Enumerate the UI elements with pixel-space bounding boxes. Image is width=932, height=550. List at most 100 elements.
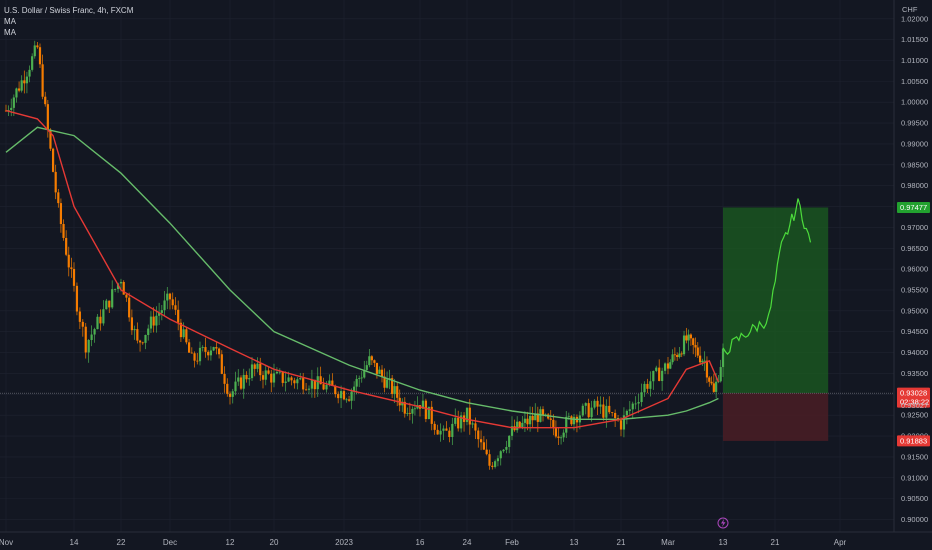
candle-body	[411, 408, 414, 414]
candle-body	[119, 281, 123, 284]
legend: U.S. Dollar / Swiss Franc, 4h, FXCM MA M…	[4, 5, 133, 38]
candle-body	[536, 413, 539, 422]
lightning-marker-circle[interactable]	[717, 517, 729, 529]
price-tick-label: 1.00500	[901, 77, 928, 86]
currency-label: CHF	[902, 5, 918, 14]
candle-body	[319, 376, 322, 385]
candle-body	[380, 369, 384, 377]
candle-body	[114, 289, 117, 290]
candle-body	[272, 373, 276, 383]
price-tick-label: 0.94000	[901, 348, 928, 357]
time-axis[interactable]: Nov 14 22 Dec 12 20 2023 16 24 Feb 13 21 Mar 13 21 Apr	[0, 538, 847, 547]
price-tick-label: 1.00000	[901, 98, 928, 107]
candle-body	[44, 96, 47, 105]
candle-body	[508, 435, 511, 447]
candle-body	[599, 404, 602, 407]
candle-body	[28, 69, 31, 77]
candle-body	[391, 378, 394, 394]
price-tick-label: 0.98000	[901, 181, 928, 190]
candle-body	[433, 423, 436, 430]
candle-body	[250, 364, 254, 379]
candle-body	[96, 316, 99, 330]
stop-zone[interactable]	[723, 393, 829, 441]
candle-body	[676, 354, 679, 358]
price-tick-label: 0.90000	[901, 515, 928, 524]
candle-body	[128, 297, 131, 318]
candle-body	[708, 377, 711, 382]
candle-body	[692, 338, 695, 345]
candle-body	[605, 405, 608, 418]
ma-indicator-1[interactable]: MA	[4, 17, 16, 26]
candle-body	[358, 378, 361, 380]
candle-body	[685, 335, 688, 341]
candle-body	[12, 97, 15, 108]
candle-body	[49, 129, 52, 149]
time-tick-label: 13	[719, 538, 728, 547]
lightning-marker[interactable]	[717, 517, 729, 529]
candle-body	[31, 56, 34, 70]
candle-body	[196, 360, 199, 362]
candle-body	[442, 428, 445, 431]
candle-body	[534, 413, 537, 421]
candle-body	[474, 423, 477, 431]
candle-body	[531, 415, 534, 421]
price-tick-label: 1.01500	[901, 35, 928, 44]
candle-body	[171, 299, 174, 306]
candle-body	[7, 109, 10, 111]
stop-price-tag: 0.91883	[900, 436, 927, 445]
candle-body	[168, 293, 172, 300]
candle-body	[334, 385, 337, 395]
candle-body	[223, 373, 226, 384]
candle-body	[152, 316, 155, 326]
candle-body	[696, 347, 699, 356]
candle-body	[593, 400, 596, 408]
candle-body	[634, 403, 637, 405]
candle-body	[430, 406, 433, 424]
time-tick-label: 21	[771, 538, 780, 547]
candle-body	[17, 88, 21, 91]
candle-body	[703, 360, 706, 362]
candle-body	[111, 289, 114, 308]
ma-indicator-2[interactable]: MA	[4, 28, 16, 37]
target-zone[interactable]	[723, 207, 829, 394]
candle-body	[99, 316, 102, 324]
candles	[4, 40, 725, 470]
candle-body	[385, 379, 389, 388]
time-tick-label: Feb	[505, 538, 519, 547]
price-tick-label: 0.90500	[901, 494, 928, 503]
candle-body	[355, 378, 358, 387]
price-tick-label: 0.99000	[901, 139, 928, 148]
candle-body	[133, 329, 136, 331]
price-tick-label: 1.01000	[901, 56, 928, 65]
symbol-title[interactable]: U.S. Dollar / Swiss Franc, 4h, FXCM	[4, 6, 134, 15]
candle-body	[207, 351, 210, 356]
candle-body	[307, 388, 311, 390]
candle-body	[678, 353, 681, 358]
candle-body	[460, 415, 463, 429]
candle-body	[669, 362, 672, 369]
candle-body	[41, 64, 44, 97]
candle-body	[682, 335, 686, 355]
candle-body	[528, 415, 532, 425]
candle-body	[523, 418, 527, 423]
time-tick-label: Apr	[834, 538, 847, 547]
candle-body	[253, 364, 256, 369]
candle-body	[365, 365, 368, 370]
price-tick-label: 0.96500	[901, 244, 928, 253]
candle-body	[38, 47, 42, 65]
candle-body	[628, 409, 631, 411]
candle-body	[160, 310, 163, 313]
candle-body	[147, 328, 150, 335]
time-tick-label: 20	[270, 538, 279, 547]
time-tick-label: Dec	[163, 538, 177, 547]
price-tick-label: 0.95500	[901, 285, 928, 294]
candle-body	[226, 383, 229, 394]
time-tick-label: 21	[617, 538, 626, 547]
candle-body	[328, 380, 331, 385]
entry-price-tag-bg	[897, 387, 930, 408]
candle-body	[559, 437, 563, 439]
candle-body	[468, 407, 471, 425]
position-zones	[723, 207, 829, 441]
candle-body	[261, 375, 265, 380]
